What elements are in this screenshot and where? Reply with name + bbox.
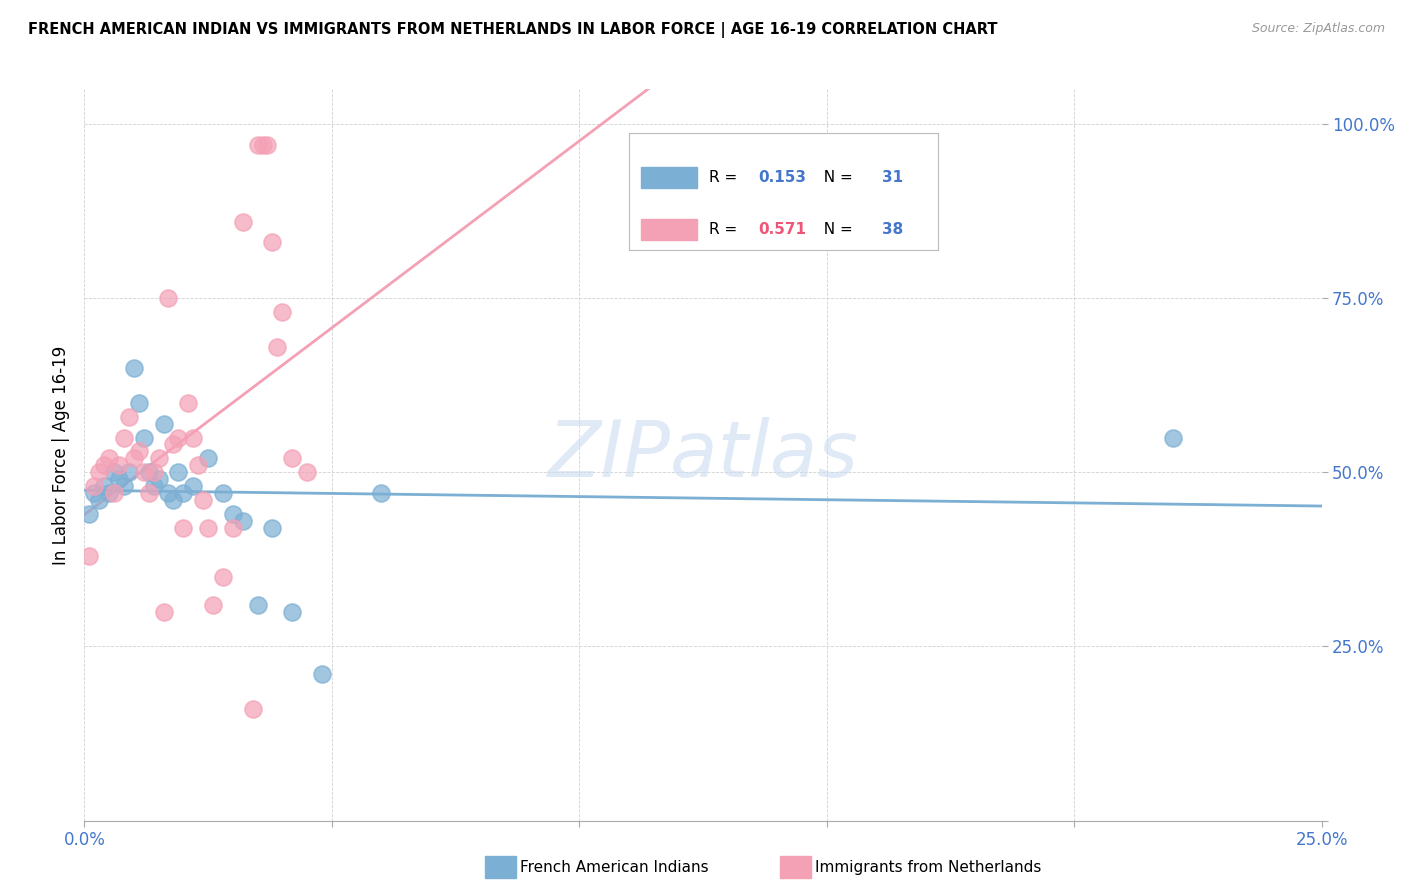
Point <box>246 137 269 152</box>
Point <box>157 486 180 500</box>
Point <box>162 437 184 451</box>
Point <box>79 507 101 521</box>
Point <box>89 493 111 508</box>
Point <box>1161 430 1184 444</box>
Point <box>232 514 254 528</box>
Point <box>118 466 141 480</box>
Text: 0.571: 0.571 <box>759 221 807 236</box>
Text: ZIPatlas: ZIPatlas <box>547 417 859 493</box>
Point <box>222 507 245 521</box>
Point <box>181 430 204 444</box>
Y-axis label: In Labor Force | Age 16-19: In Labor Force | Age 16-19 <box>52 345 70 565</box>
Point <box>112 479 135 493</box>
Point <box>132 466 155 480</box>
Point <box>118 409 141 424</box>
Point <box>98 451 121 466</box>
Text: French American Indians: French American Indians <box>520 860 709 874</box>
Point <box>191 493 214 508</box>
Point <box>202 598 225 612</box>
Point <box>103 486 125 500</box>
Point <box>197 451 219 466</box>
Point <box>281 451 304 466</box>
Point <box>167 430 190 444</box>
Point <box>177 395 200 409</box>
Text: FRENCH AMERICAN INDIAN VS IMMIGRANTS FROM NETHERLANDS IN LABOR FORCE | AGE 16-19: FRENCH AMERICAN INDIAN VS IMMIGRANTS FRO… <box>28 22 998 38</box>
Point <box>122 451 145 466</box>
Point <box>252 137 274 152</box>
Point <box>108 472 131 486</box>
Text: Source: ZipAtlas.com: Source: ZipAtlas.com <box>1251 22 1385 36</box>
Point <box>89 466 111 480</box>
Point <box>98 486 121 500</box>
Point <box>222 521 245 535</box>
Point <box>172 486 194 500</box>
Point <box>103 466 125 480</box>
FancyBboxPatch shape <box>641 219 697 240</box>
Point <box>132 430 155 444</box>
Text: R =: R = <box>709 170 742 185</box>
Point <box>148 472 170 486</box>
Point <box>138 486 160 500</box>
Point <box>152 605 174 619</box>
Point <box>187 458 209 473</box>
Point <box>232 214 254 228</box>
Point <box>108 458 131 473</box>
Point <box>148 451 170 466</box>
Point <box>262 235 284 250</box>
Point <box>142 466 165 480</box>
Point <box>122 360 145 375</box>
Text: Immigrants from Netherlands: Immigrants from Netherlands <box>815 860 1042 874</box>
Point <box>138 466 160 480</box>
Point <box>197 521 219 535</box>
Text: R =: R = <box>709 221 742 236</box>
Point <box>157 291 180 305</box>
Point <box>142 479 165 493</box>
Point <box>281 605 304 619</box>
Text: 38: 38 <box>883 221 904 236</box>
Text: 31: 31 <box>883 170 904 185</box>
Point <box>271 305 294 319</box>
Point <box>256 137 278 152</box>
Point <box>262 521 284 535</box>
Point <box>212 570 235 584</box>
Point <box>128 395 150 409</box>
Point <box>212 486 235 500</box>
Point <box>311 667 333 681</box>
Point <box>167 466 190 480</box>
Point <box>93 458 115 473</box>
Point <box>83 479 105 493</box>
Point <box>295 466 318 480</box>
Point <box>370 486 392 500</box>
Text: 0.153: 0.153 <box>759 170 807 185</box>
Point <box>152 417 174 431</box>
Point <box>93 479 115 493</box>
Point <box>162 493 184 508</box>
Point <box>83 486 105 500</box>
Text: N =: N = <box>814 221 858 236</box>
Point <box>181 479 204 493</box>
Text: N =: N = <box>814 170 858 185</box>
Point <box>112 430 135 444</box>
Point <box>79 549 101 563</box>
Point <box>266 340 288 354</box>
Point <box>246 598 269 612</box>
Point <box>128 444 150 458</box>
FancyBboxPatch shape <box>641 167 697 188</box>
Point <box>172 521 194 535</box>
Point <box>242 702 264 716</box>
